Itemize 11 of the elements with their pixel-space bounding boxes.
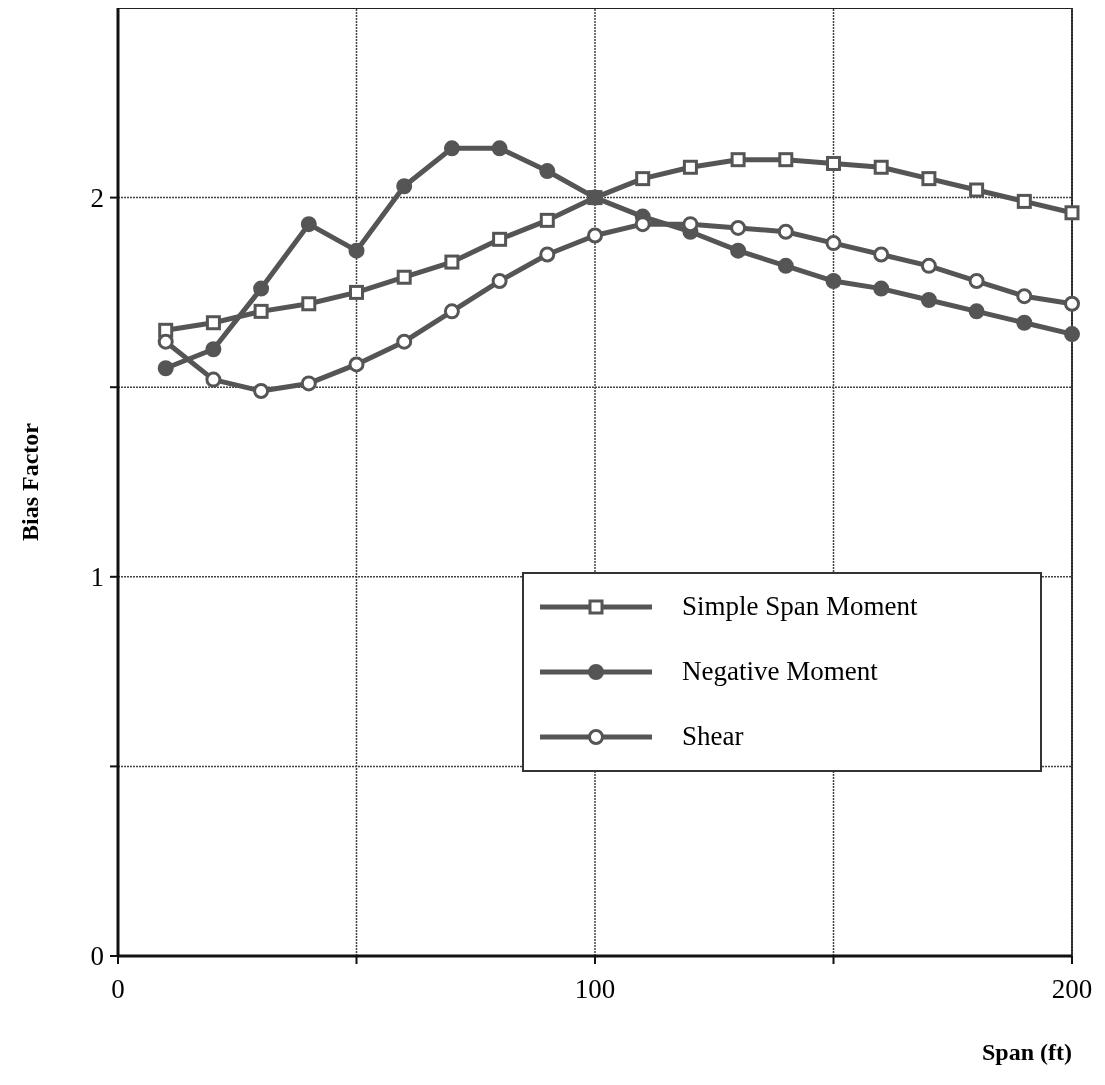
y-tick-label: 0 bbox=[90, 941, 104, 971]
legend-label: Simple Span Moment bbox=[682, 591, 918, 623]
x-tick-label: 100 bbox=[574, 974, 616, 1004]
y-tick-label: 2 bbox=[90, 182, 104, 213]
legend-label: Negative Moment bbox=[682, 656, 878, 688]
x-axis-title: Span (ft) bbox=[981, 1039, 1072, 1065]
x-tick-label: 0 bbox=[111, 974, 125, 1004]
legend-label: Shear bbox=[682, 721, 744, 753]
y-tick-label: 1 bbox=[90, 561, 104, 592]
y-axis-title: Bias Factor bbox=[17, 422, 43, 541]
x-tick-label: 200 bbox=[1051, 974, 1093, 1004]
